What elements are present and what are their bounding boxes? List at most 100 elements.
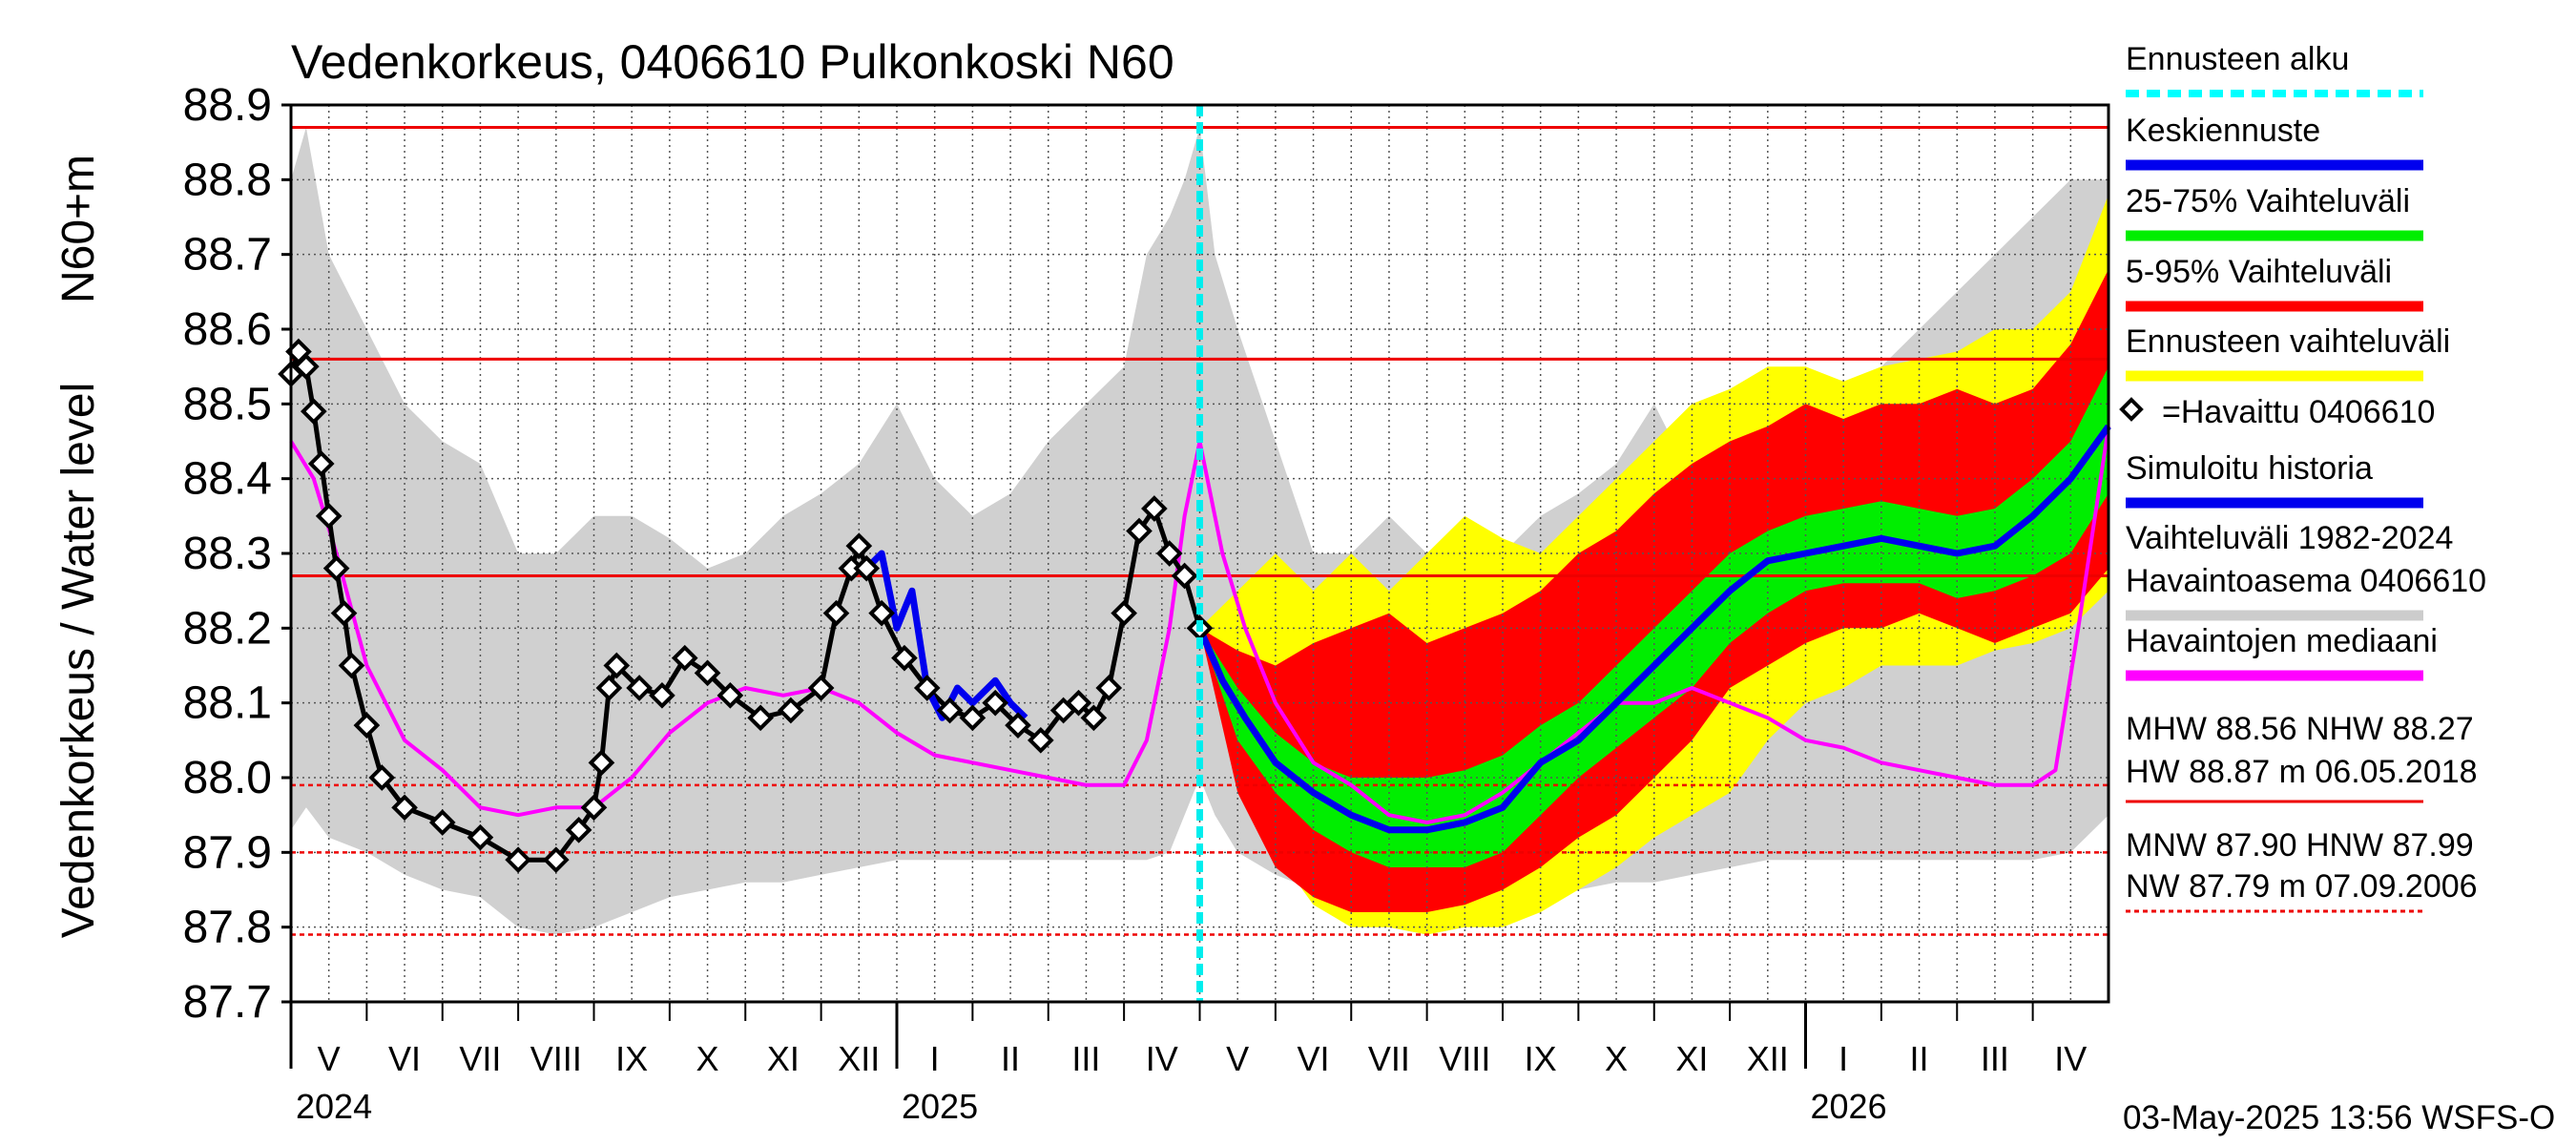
month-label: VII [459, 1039, 501, 1078]
y-tick-label: 88.9 [183, 80, 272, 131]
observed-point [542, 846, 570, 873]
observed-point [1065, 689, 1092, 717]
observed-point [505, 846, 531, 873]
y-tick-label: 88.6 [183, 304, 272, 355]
legend-label: =Havaittu 0406610 [2162, 394, 2435, 430]
observed-point [603, 652, 631, 679]
month-label: XII [838, 1039, 880, 1078]
observed-point [845, 532, 873, 559]
observed-point [868, 599, 895, 627]
observed-point [913, 675, 941, 701]
month-label: II [1910, 1039, 1929, 1078]
observed-point [853, 554, 881, 582]
month-label: VII [1368, 1039, 1410, 1078]
observed-point [1111, 599, 1137, 627]
month-label: VI [388, 1039, 421, 1078]
y-tick-label: 88.0 [183, 753, 272, 803]
observed-point [807, 675, 835, 701]
y-tick-label: 87.9 [183, 827, 272, 878]
series-lines [278, 105, 2111, 1002]
observed-point [353, 712, 381, 739]
stats-text: MNW 87.90 HNW 87.99 [2126, 827, 2474, 864]
month-label: III [1071, 1039, 1100, 1078]
month-label: VI [1298, 1039, 1330, 1078]
observed-point [293, 353, 320, 380]
legend-label: 25-75% Vaihteluväli [2126, 183, 2410, 219]
observed-point [1171, 562, 1198, 590]
observed-point [1027, 727, 1054, 754]
observed-point [778, 697, 804, 724]
simulated-history-line [863, 550, 1028, 721]
stats-text: HW 88.87 m 06.05.2018 [2126, 754, 2478, 790]
observed-point [368, 764, 396, 791]
y-axis-label-left: Vedenkorkeus / Water level [53, 383, 104, 939]
observed-point [822, 599, 850, 627]
month-label: III [1981, 1039, 2009, 1078]
observed-point [694, 659, 721, 687]
month-label: VIII [1439, 1039, 1490, 1078]
month-label: II [1001, 1039, 1020, 1078]
stats-text: MHW 88.56 NHW 88.27 [2126, 711, 2474, 747]
observed-point [565, 817, 592, 843]
y-tick-label: 87.8 [183, 903, 272, 953]
observed-point [1080, 704, 1108, 732]
legend-label: 5-95% Vaihteluväli [2126, 254, 2392, 290]
legend-label: Ennusteen vaihteluväli [2126, 323, 2450, 360]
band-5-95-vaihteluv-li [1199, 269, 2109, 912]
month-label: IV [2054, 1039, 2087, 1078]
legend-label: Ennusteen alku [2126, 41, 2349, 77]
observed-point [338, 652, 365, 679]
observed-point [671, 644, 698, 672]
legend-marker-observed [2119, 397, 2144, 422]
observed-point [626, 675, 653, 701]
legend-label: Havaintojen mediaani [2126, 623, 2438, 659]
month-label: X [1605, 1039, 1628, 1078]
month-label: XII [1747, 1039, 1789, 1078]
month-label: I [930, 1039, 940, 1078]
observed-point [959, 704, 987, 732]
chart-grid [291, 105, 2109, 1002]
chart-title: Vedenkorkeus, 0406610 Pulkonkoski N60 [291, 35, 1174, 89]
mean-forecast-line [1196, 424, 2111, 834]
month-label: VIII [530, 1039, 582, 1078]
observed-point [1141, 495, 1168, 522]
observed-point [747, 704, 774, 732]
year-label: 2026 [1811, 1087, 1887, 1126]
y-tick-label: 88.8 [183, 155, 272, 205]
observed-point [315, 503, 343, 530]
observed-point [595, 675, 623, 701]
legend-label: Vaihteluväli 1982-2024 [2126, 520, 2453, 556]
observed-point [322, 554, 350, 582]
y-tick-label: 88.4 [183, 454, 272, 505]
observed-point [982, 689, 1009, 717]
x-axis: V VI VII VIII IX X XI XII I II III IV V VI VII VIII IX X X… [289, 1002, 2087, 1126]
y-tick-labels: 88.9 88.8 88.7 88.6 88.5 88.4 88.3 88.2 88.1 88.0… [183, 80, 291, 1028]
month-label: V [1226, 1039, 1249, 1078]
legend: Ennusteen alku Keskiennuste 25-75% Vaihtel… [2119, 41, 2486, 913]
observed-point [1095, 675, 1123, 701]
observed-point [891, 644, 918, 672]
observed-point [467, 823, 494, 851]
observed-point [588, 749, 615, 777]
y-tick-label: 88.5 [183, 379, 272, 429]
year-label: 2024 [296, 1087, 372, 1126]
legend-label: Havaintoasema 0406610 [2126, 563, 2486, 599]
observed-point [580, 794, 608, 822]
legend-label: Simuloitu historia [2126, 450, 2373, 487]
observed-point [1005, 712, 1031, 739]
month-label: X [696, 1039, 719, 1078]
month-label: IV [1146, 1039, 1178, 1078]
month-label: XI [767, 1039, 800, 1078]
observed-point [1126, 517, 1153, 545]
y-tick-label: 88.7 [183, 230, 272, 281]
month-label: V [318, 1039, 341, 1078]
month-label: IX [615, 1039, 648, 1078]
stats-text: NW 87.79 m 07.09.2006 [2126, 868, 2478, 905]
year-label: 2025 [902, 1087, 978, 1126]
observed-point [936, 697, 964, 724]
footer-timestamp: 03-May-2025 13:56 WSFS-O [2123, 1099, 2555, 1136]
month-label: I [1839, 1039, 1848, 1078]
month-label: IX [1525, 1039, 1557, 1078]
y-tick-label: 88.2 [183, 603, 272, 654]
